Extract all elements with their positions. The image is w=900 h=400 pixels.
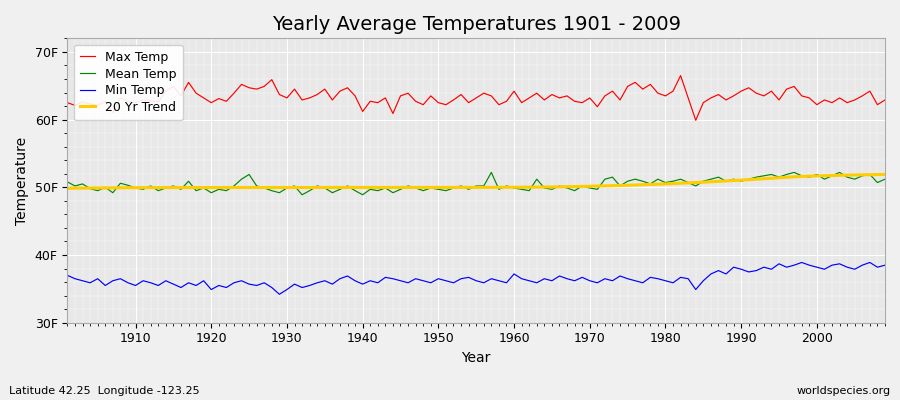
20 Yr Trend — [501, 185, 512, 190]
Line: 20 Yr Trend: 20 Yr Trend — [68, 174, 885, 188]
Min Temp — [274, 292, 284, 297]
Text: Latitude 42.25  Longitude -123.25: Latitude 42.25 Longitude -123.25 — [9, 386, 200, 396]
Min Temp — [879, 263, 890, 268]
20 Yr Trend — [599, 184, 610, 188]
Y-axis label: Temperature: Temperature — [15, 136, 29, 224]
Mean Temp — [62, 180, 73, 184]
Max Temp — [289, 87, 300, 92]
Mean Temp — [879, 177, 890, 182]
Min Temp — [508, 272, 519, 276]
20 Yr Trend — [335, 185, 346, 190]
Max Temp — [879, 98, 890, 102]
Max Temp — [508, 89, 519, 94]
Min Temp — [342, 274, 353, 278]
X-axis label: Year: Year — [462, 351, 490, 365]
Max Temp — [675, 73, 686, 78]
Min Temp — [62, 273, 73, 278]
Line: Mean Temp: Mean Temp — [68, 172, 885, 195]
Max Temp — [599, 94, 610, 98]
Min Temp — [608, 278, 618, 283]
20 Yr Trend — [289, 185, 300, 190]
20 Yr Trend — [508, 185, 519, 190]
Mean Temp — [524, 188, 535, 193]
Title: Yearly Average Temperatures 1901 - 2009: Yearly Average Temperatures 1901 - 2009 — [272, 15, 680, 34]
Mean Temp — [297, 192, 308, 197]
Min Temp — [297, 285, 308, 290]
Mean Temp — [615, 184, 626, 188]
Max Temp — [501, 99, 512, 104]
Max Temp — [62, 100, 73, 105]
Mean Temp — [517, 187, 527, 192]
Max Temp — [690, 118, 701, 123]
Line: Max Temp: Max Temp — [68, 76, 885, 120]
Max Temp — [122, 99, 133, 104]
Max Temp — [335, 89, 346, 94]
Line: Min Temp: Min Temp — [68, 262, 885, 294]
Mean Temp — [289, 184, 300, 188]
Min Temp — [122, 280, 133, 285]
20 Yr Trend — [62, 186, 73, 191]
20 Yr Trend — [879, 172, 890, 177]
Min Temp — [517, 276, 527, 281]
Mean Temp — [342, 184, 353, 188]
Min Temp — [796, 260, 807, 265]
Legend: Max Temp, Mean Temp, Min Temp, 20 Yr Trend: Max Temp, Mean Temp, Min Temp, 20 Yr Tre… — [74, 44, 183, 120]
Mean Temp — [122, 183, 133, 188]
Text: worldspecies.org: worldspecies.org — [796, 386, 891, 396]
20 Yr Trend — [122, 185, 133, 190]
Mean Temp — [486, 170, 497, 175]
